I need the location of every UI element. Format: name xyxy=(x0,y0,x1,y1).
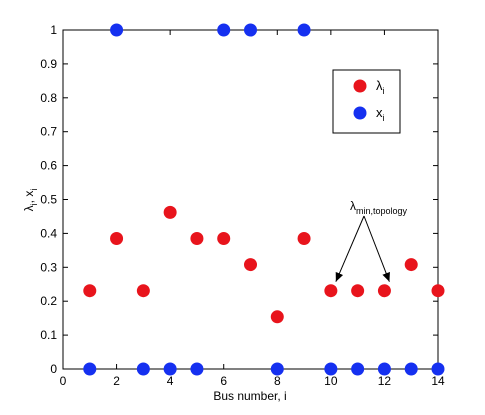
lambda-point xyxy=(110,231,124,245)
annotation-label: λmin,topology xyxy=(350,199,408,216)
y-axis-label-lambda: λ xyxy=(22,205,36,211)
lambda-point xyxy=(163,205,177,219)
lambda-point xyxy=(270,310,284,324)
x-tick-label: 6 xyxy=(220,374,227,388)
y-tick-label: 0.9 xyxy=(40,57,57,71)
legend-label-x-sub: i xyxy=(383,113,385,123)
x-tick-label: 12 xyxy=(378,374,392,388)
y-tick-label: 0.2 xyxy=(40,294,57,308)
legend-label-lambda-name: λ xyxy=(376,78,383,93)
legend-label-lambda: λi xyxy=(376,78,385,96)
series-points xyxy=(83,23,445,376)
x-axis-label: Bus number, i xyxy=(213,389,286,403)
lambda-point xyxy=(190,231,204,245)
x-axis-ticks: 0 2 4 6 8 10 12 14 xyxy=(60,30,445,388)
annotation-label-sub: min,topology xyxy=(356,206,408,216)
x-point xyxy=(324,362,338,376)
x-tick-label: 0 xyxy=(60,374,67,388)
lambda-point xyxy=(324,284,338,298)
y-tick-label: 0.3 xyxy=(40,260,57,274)
y-tick-label: 0.6 xyxy=(40,159,57,173)
x-point xyxy=(297,23,311,37)
x-tick-label: 14 xyxy=(431,374,445,388)
x-point xyxy=(190,362,204,376)
annotation-arrow xyxy=(363,215,390,282)
x-tick-label: 4 xyxy=(167,374,174,388)
lambda-point xyxy=(351,284,365,298)
legend-marker-x xyxy=(353,106,367,120)
y-tick-label: 0.4 xyxy=(40,226,57,240)
legend: λi xi xyxy=(332,69,401,134)
lambda-point xyxy=(431,284,445,298)
annotation: λmin,topology xyxy=(335,199,408,282)
y-tick-label: 0.8 xyxy=(40,91,57,105)
x-point xyxy=(136,362,150,376)
lambda-point xyxy=(83,284,97,298)
lambda-point xyxy=(244,258,257,272)
y-axis-label-sub-2: i xyxy=(29,189,39,191)
y-axis-label-sep: , x xyxy=(22,191,36,204)
x-point xyxy=(217,23,231,37)
x-tick-label: 8 xyxy=(274,374,281,388)
y-tick-label: 0.1 xyxy=(40,328,57,342)
y-axis-ticks: 0 0.1 0.2 0.3 0.4 0.5 0.6 0.7 0.8 0.9 1 xyxy=(40,23,438,376)
x-point xyxy=(431,362,445,376)
x-point xyxy=(110,23,124,37)
lambda-point xyxy=(377,284,391,298)
lambda-point xyxy=(297,231,311,245)
annotation-label-lambda: λ xyxy=(350,199,356,213)
x-tick-label: 10 xyxy=(324,374,338,388)
legend-marker-lambda xyxy=(353,79,367,93)
x-point xyxy=(244,23,257,37)
y-tick-label: 1 xyxy=(50,23,57,37)
x-point xyxy=(404,362,418,376)
x-point xyxy=(163,362,177,376)
y-tick-label: 0.5 xyxy=(40,193,57,207)
y-axis-label: λi, xi xyxy=(22,189,39,212)
legend-label-lambda-sub: i xyxy=(383,86,385,96)
legend-label-x: xi xyxy=(376,105,385,123)
y-tick-label: 0.7 xyxy=(40,125,57,139)
y-tick-label: 0 xyxy=(50,362,57,376)
y-axis-label-sub-1: i xyxy=(29,203,39,205)
legend-box xyxy=(332,69,401,134)
legend-label-x-name: x xyxy=(376,105,383,120)
x-point xyxy=(83,362,97,376)
lambda-point xyxy=(404,258,418,272)
x-point xyxy=(351,362,365,376)
x-tick-label: 2 xyxy=(113,374,120,388)
x-point xyxy=(270,362,284,376)
x-point xyxy=(377,362,391,376)
lambda-point xyxy=(136,284,150,298)
lambda-point xyxy=(217,231,231,245)
annotation-arrow xyxy=(335,215,365,282)
